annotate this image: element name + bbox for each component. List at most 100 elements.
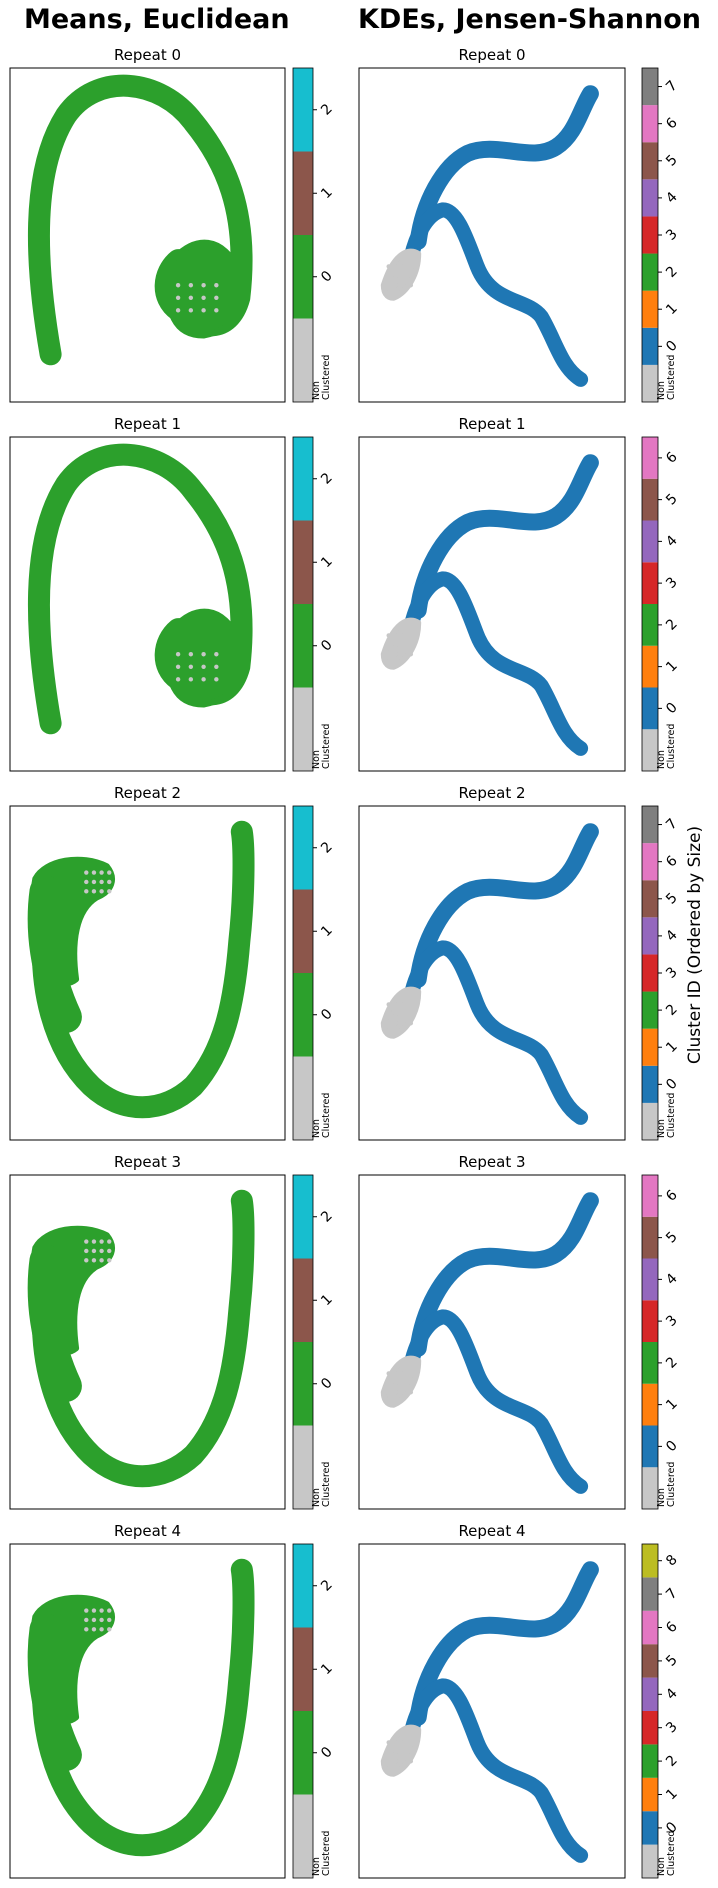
colorbar-segment [293,520,313,604]
point-non-clustered [175,677,181,682]
point-non-clustered [386,1380,391,1386]
point-non-clustered [408,283,414,288]
colorbar-segment [293,235,313,319]
point-non-clustered [214,677,219,682]
colorbar-segment [642,562,658,604]
colorbar-frame [641,436,659,772]
point-non-clustered [408,1740,414,1745]
scatter-points [27,1558,255,1857]
point-non-clustered [386,1740,391,1745]
colorbar-segment [642,1300,658,1342]
point-cloud-band [27,1613,82,1771]
colorbar-non-clustered-label: NonClustered [656,1831,677,1876]
panel-title: Repeat 3 [458,1153,525,1171]
panel-title: Repeat 0 [458,46,525,64]
point-non-clustered [84,1248,89,1254]
point-non-clustered [91,1248,97,1254]
point-non-clustered [401,1371,406,1376]
colorbar-tick-label: 6 [663,853,681,871]
colorbar-non-clustered-label: NonClustered [656,1093,677,1138]
colorbar-frame [292,1174,314,1510]
point-non-clustered [99,1627,104,1632]
colorbar-segment [642,1610,658,1645]
colorbar: NonClustered 0 1 2 [292,1174,336,1510]
colorbar-segment [293,68,313,152]
point-cloud-band [27,1244,82,1402]
point-non-clustered [188,283,194,288]
colorbar-segment [642,954,658,992]
colorbar-segment [642,1383,658,1426]
point-non-clustered [214,664,219,669]
colorbar-segment [642,105,658,143]
colorbar-tick-label: 5 [663,491,681,509]
scatter-points [380,823,599,1125]
colorbar-tick-label: 1 [318,553,336,571]
colorbar-tick-label: 2 [663,1752,681,1770]
scatter-points [27,1189,255,1488]
colorbar-tick-label: 3 [663,1312,681,1330]
point-non-clustered [188,652,194,657]
colorbar-tick-label: 2 [318,1577,336,1595]
point-non-clustered [188,664,194,669]
colorbar-segment [293,889,313,973]
point-non-clustered [401,1002,406,1007]
point-non-clustered [401,1740,406,1745]
colorbar-tick-label: 0 [663,338,681,356]
colorbar-tick-label: 7 [663,1585,681,1603]
point-non-clustered [188,308,194,313]
panel-title: Repeat 4 [458,1522,525,1540]
point-non-clustered [393,273,399,279]
point-non-clustered [393,1759,399,1764]
point-non-clustered [401,1021,406,1026]
point-non-clustered [401,1390,406,1395]
colorbar-non-clustered-label: NonClustered [311,355,332,400]
point-non-clustered [393,1740,399,1745]
point-cloud-band [409,85,599,250]
point-non-clustered [393,1380,399,1386]
colorbar-segment [642,364,658,402]
point-non-clustered [401,1011,406,1017]
colorbar-segment [293,687,313,771]
colorbar: NonClustered 0 1 2 [292,805,336,1141]
panel-title: Repeat 1 [114,415,181,433]
colorbar-segment [642,1258,658,1301]
colorbar-segment [642,687,658,730]
colorbar-tick-label: 6 [663,1187,681,1205]
colorbar-segment [642,68,658,106]
colorbar-segment [642,880,658,918]
point-non-clustered [408,1002,414,1007]
colorbar-segment [642,179,658,217]
colorbar-segment [642,1577,658,1611]
point-non-clustered [84,889,89,894]
point-non-clustered [91,1627,97,1632]
point-non-clustered [84,1239,89,1244]
point-cloud-band [400,1678,589,1863]
colorbar-non-clustered-label: NonClustered [311,1462,332,1507]
point-non-clustered [188,295,194,300]
point-non-clustered [401,264,406,269]
point-non-clustered [393,1749,399,1755]
scatter-points [27,74,253,366]
point-non-clustered [401,652,406,657]
colorbar-tick-label: 2 [663,616,681,634]
point-non-clustered [99,1248,104,1254]
colorbar-tick-label: 1 [663,1038,681,1056]
colorbar-frame [641,1174,659,1510]
point-non-clustered [386,273,391,279]
colorbar-segment [642,1711,658,1745]
point-non-clustered [99,889,104,894]
colorbar-segment [642,290,658,328]
colorbar-tick-label: 6 [663,115,681,133]
colorbar-segment [642,1342,658,1384]
colorbar-segment [293,806,313,890]
colorbar-segment [642,917,658,955]
point-non-clustered [408,1371,414,1376]
point-non-clustered [188,677,194,682]
point-non-clustered [107,1617,112,1623]
colorbar-segment [293,1056,313,1140]
point-non-clustered [201,295,206,300]
